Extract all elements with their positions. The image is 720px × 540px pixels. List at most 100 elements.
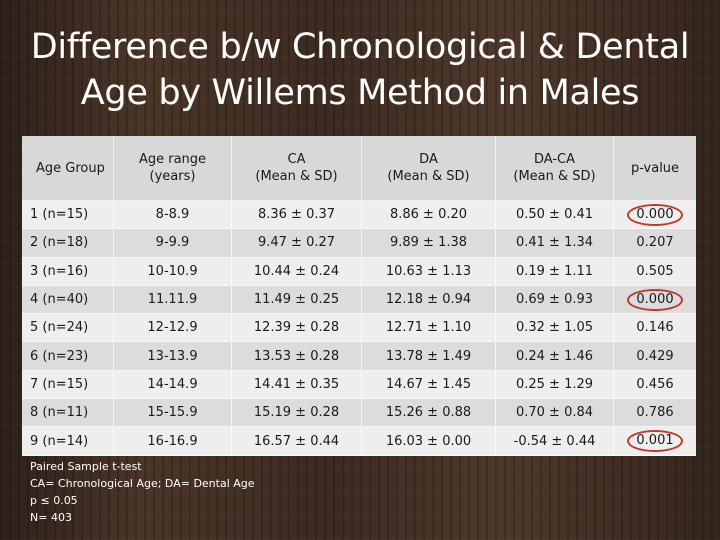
cell-da: 12.18 ± 0.94 — [362, 285, 496, 315]
header-p-value: p-value — [614, 136, 696, 201]
cell-da-ca-value: 0.25 ± 1.29 — [515, 376, 594, 392]
table-row: 2 (n=18) 9-9.9 9.47 ± 0.27 9.89 ± 1.38 0.41 … — [22, 229, 696, 258]
footnote-abbreviations: CA= Chronological Age; DA= Dental Age — [30, 477, 255, 490]
header-age-range-line-2: (years) — [149, 169, 196, 184]
cell-age-group-value: 9 (n=14) — [30, 433, 89, 449]
cell-ca-value: 8.36 ± 0.37 — [257, 207, 336, 223]
cell-age-group: 6 (n=23) — [22, 342, 114, 371]
cell-da-value: 16.03 ± 0.00 — [385, 433, 472, 449]
cell-ca: 14.41 ± 0.35 — [232, 370, 362, 400]
cell-da: 10.63 ± 1.13 — [362, 257, 496, 286]
cell-age-range-value: 11.11.9 — [147, 292, 198, 308]
cell-da-ca-value: -0.54 ± 0.44 — [513, 433, 596, 449]
cell-da-value: 12.18 ± 0.94 — [385, 292, 472, 308]
cell-p-value: 0.429 — [614, 342, 696, 371]
header-da-ca-line-2: (Mean & SD) — [513, 169, 596, 184]
header-ca-line-2: (Mean & SD) — [255, 169, 338, 184]
cell-p-value: 0.207 — [614, 229, 696, 258]
cell-p-value: 0.505 — [614, 257, 696, 286]
cell-age-range: 12-12.9 — [114, 314, 232, 343]
cell-da-value: 9.89 ± 1.38 — [389, 235, 468, 251]
cell-ca: 11.49 ± 0.25 — [232, 285, 362, 315]
header-da-ca: DA-CA (Mean & SD) — [496, 136, 614, 201]
table-row: 3 (n=16) 10-10.9 10.44 ± 0.24 10.63 ± 1.13 0… — [22, 257, 696, 286]
cell-da-value: 10.63 ± 1.13 — [385, 263, 472, 279]
table-row: 6 (n=23) 13-13.9 13.53 ± 0.28 13.78 ± 1.49 0… — [22, 342, 696, 371]
cell-age-group: 4 (n=40) — [22, 285, 114, 315]
cell-p-value-circled: 0.000 — [627, 288, 683, 311]
table-body: 1 (n=15) 8-8.9 8.36 ± 0.37 8.86 ± 0.20 0.50 … — [22, 201, 696, 456]
cell-age-group-value: 2 (n=18) — [30, 235, 89, 251]
cell-ca-value: 15.19 ± 0.28 — [253, 405, 340, 421]
slide-title-line-2: Age by Willems Method in Males — [80, 73, 640, 113]
cell-da-ca: -0.54 ± 0.44 — [496, 427, 614, 456]
cell-age-range-value: 15-15.9 — [147, 405, 198, 421]
cell-da: 16.03 ± 0.00 — [362, 427, 496, 456]
cell-age-range: 10-10.9 — [114, 257, 232, 286]
cell-p-value-value: 0.505 — [636, 263, 674, 279]
cell-p-value-value: 0.456 — [636, 376, 674, 392]
footnote-test: Paired Sample t-test — [30, 460, 142, 473]
header-age-range-line-1: Age range — [138, 152, 207, 167]
cell-age-range-value: 12-12.9 — [147, 320, 198, 336]
cell-ca-value: 10.44 ± 0.24 — [253, 263, 340, 279]
cell-ca: 10.44 ± 0.24 — [232, 257, 362, 286]
cell-age-group: 1 (n=15) — [22, 201, 114, 230]
cell-da-ca: 0.41 ± 1.34 — [496, 229, 614, 258]
table-row: 9 (n=14) 16-16.9 16.57 ± 0.44 16.03 ± 0.00 -… — [22, 427, 696, 456]
cell-age-group: 5 (n=24) — [22, 314, 114, 343]
table-row: 8 (n=11) 15-15.9 15.19 ± 0.28 15.26 ± 0.88 0… — [22, 399, 696, 428]
cell-da-ca-value: 0.41 ± 1.34 — [515, 235, 594, 251]
cell-da-value: 13.78 ± 1.49 — [385, 348, 472, 364]
cell-age-range-value: 8-8.9 — [155, 207, 190, 223]
cell-age-range-value: 9-9.9 — [155, 235, 190, 251]
cell-da-ca-value: 0.24 ± 1.46 — [515, 348, 594, 364]
cell-da-ca: 0.69 ± 0.93 — [496, 285, 614, 315]
cell-age-range: 13-13.9 — [114, 342, 232, 371]
cell-p-value-circled: 0.000 — [627, 203, 683, 226]
cell-da-value: 14.67 ± 1.45 — [385, 376, 472, 392]
cell-da: 15.26 ± 0.88 — [362, 399, 496, 428]
cell-ca: 8.36 ± 0.37 — [232, 201, 362, 230]
cell-da-ca-value: 0.70 ± 0.84 — [515, 405, 594, 421]
cell-age-range: 11.11.9 — [114, 285, 232, 315]
footnote-sample-size: N= 403 — [30, 511, 72, 524]
cell-p-value: 0.456 — [614, 370, 696, 400]
cell-age-group-value: 3 (n=16) — [30, 263, 89, 279]
cell-age-group-value: 5 (n=24) — [30, 320, 89, 336]
cell-age-group-value: 7 (n=15) — [30, 376, 89, 392]
cell-da-ca: 0.19 ± 1.11 — [496, 257, 614, 286]
cell-p-value: 0.000 — [614, 285, 696, 315]
cell-ca-value: 16.57 ± 0.44 — [253, 433, 340, 449]
cell-da-ca: 0.24 ± 1.46 — [496, 342, 614, 371]
cell-da: 14.67 ± 1.45 — [362, 370, 496, 400]
cell-p-value-circled: 0.001 — [627, 430, 683, 453]
footnotes: Paired Sample t-test CA= Chronological A… — [30, 458, 330, 526]
cell-p-value-value: 0.146 — [636, 320, 674, 336]
cell-ca-value: 13.53 ± 0.28 — [253, 348, 340, 364]
cell-p-value: 0.000 — [614, 201, 696, 230]
cell-da-value: 12.71 ± 1.10 — [385, 320, 472, 336]
cell-da: 12.71 ± 1.10 — [362, 314, 496, 343]
table-row: 4 (n=40) 11.11.9 11.49 ± 0.25 12.18 ± 0.94 0… — [22, 285, 696, 315]
cell-ca: 15.19 ± 0.28 — [232, 399, 362, 428]
cell-da: 9.89 ± 1.38 — [362, 229, 496, 258]
cell-age-range-value: 13-13.9 — [147, 348, 198, 364]
cell-age-range: 15-15.9 — [114, 399, 232, 428]
cell-age-range-value: 14-14.9 — [147, 376, 198, 392]
cell-ca-value: 12.39 ± 0.28 — [253, 320, 340, 336]
header-age-group-label: Age Group — [36, 160, 105, 176]
cell-ca: 9.47 ± 0.27 — [232, 229, 362, 258]
slide-title-line-1: Difference b/w Chronological & Dental — [30, 27, 690, 67]
header-ca: CA (Mean & SD) — [232, 136, 362, 201]
table-row: 5 (n=24) 12-12.9 12.39 ± 0.28 12.71 ± 1.10 0… — [22, 314, 696, 343]
cell-age-group: 3 (n=16) — [22, 257, 114, 286]
cell-p-value-value: 0.786 — [636, 405, 674, 421]
table-row: 1 (n=15) 8-8.9 8.36 ± 0.37 8.86 ± 0.20 0.50 … — [22, 201, 696, 230]
cell-age-range-value: 10-10.9 — [147, 263, 198, 279]
cell-da: 13.78 ± 1.49 — [362, 342, 496, 371]
cell-age-range: 16-16.9 — [114, 427, 232, 456]
header-ca-line-1: CA — [287, 152, 306, 167]
cell-da-ca-value: 0.32 ± 1.05 — [515, 320, 594, 336]
header-da: DA (Mean & SD) — [362, 136, 496, 201]
